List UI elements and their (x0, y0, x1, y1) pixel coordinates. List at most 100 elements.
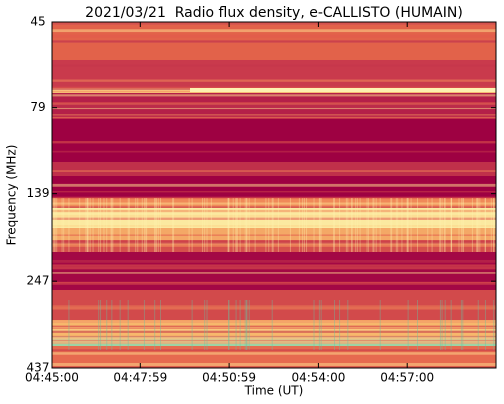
spectrogram-spike (145, 198, 147, 252)
spectrogram-stripe (52, 40, 496, 43)
spectrogram-spike (110, 198, 112, 252)
spectrogram-stripe (52, 306, 496, 310)
spectrogram-stripe (52, 234, 496, 236)
spectrogram-spike (160, 300, 162, 350)
spectrogram-spike (154, 300, 156, 350)
spectrogram-spike (476, 198, 478, 252)
spectrogram-spike (100, 198, 102, 252)
spectrogram-spike (235, 198, 237, 252)
spectrogram-spike (289, 198, 291, 252)
spectrogram-spike (431, 198, 433, 252)
spectrogram-spike (484, 300, 486, 350)
spectrogram-spike (332, 198, 334, 252)
spectrogram-spike (306, 198, 308, 252)
spectrogram-spike (493, 198, 495, 252)
spectrogram-band (52, 176, 496, 198)
spectrogram-stripe (52, 320, 496, 324)
x-tick-label: 04:54:00 (291, 371, 345, 385)
spectrogram-spike (313, 300, 315, 350)
spectrogram-spike (92, 198, 94, 252)
spectrogram-spike (318, 300, 320, 350)
spectrogram-spike (407, 198, 409, 252)
spectrogram-spike (61, 198, 63, 252)
spectrogram-spike (479, 198, 481, 252)
spectrogram-spike (493, 198, 495, 252)
spectrogram-spike (204, 300, 206, 350)
spectrogram-spike (87, 198, 89, 252)
spectrogram-spike (444, 198, 446, 252)
spectrogram-spike (441, 198, 443, 252)
spectrogram-spike (407, 198, 409, 252)
spectrogram-spike (79, 198, 81, 252)
spectrogram-spike (119, 198, 121, 252)
spectrogram-stripe (52, 305, 496, 307)
spectrogram-spike (127, 198, 129, 252)
spectrogram-stripe (52, 282, 496, 285)
spectrogram-spike (356, 198, 358, 252)
spectrogram-spike (407, 300, 409, 350)
spectrogram-stripe (52, 264, 496, 267)
spectrogram-spike (157, 198, 159, 252)
spectrogram-spike (318, 198, 320, 252)
spectrogram-spike (268, 198, 270, 252)
spectrogram-spike (106, 198, 108, 252)
spectrogram-spike (248, 300, 250, 350)
spectrogram-spike (111, 300, 113, 350)
spectrogram-stripe (52, 86, 496, 89)
spectrogram-spike (379, 300, 381, 350)
y-tick-label: 247 (27, 274, 50, 288)
spectrogram-stripe (52, 325, 496, 327)
spectrogram-stripe (52, 340, 496, 344)
spectrogram-stripe (52, 107, 496, 110)
spectrogram-spike (206, 300, 208, 350)
spectrogram-stripe (52, 94, 496, 97)
spectrogram-spike (68, 198, 70, 252)
spectrogram-spike (320, 198, 322, 252)
spectrogram-spike (493, 300, 495, 350)
spectrogram-spike (228, 300, 230, 350)
spectrogram-spike (143, 198, 145, 252)
spectrogram-spike (450, 300, 452, 350)
spectrogram-spike (141, 198, 143, 252)
spectrogram-stripe (52, 206, 496, 208)
spectrogram-spike (379, 198, 381, 252)
spectrogram-spike (334, 300, 336, 350)
spectrogram-spike (484, 198, 486, 252)
spectrogram-spike (375, 198, 377, 252)
spectrogram-spike (254, 198, 256, 252)
spectrogram-spike (98, 300, 100, 350)
x-tick-label: 04:50:59 (202, 371, 256, 385)
spectrogram-spike (319, 198, 321, 252)
spectrogram-spike (191, 300, 193, 350)
spectrogram-spike (401, 198, 403, 252)
spectrogram-spike (63, 198, 65, 252)
spectrogram-spike (235, 300, 237, 350)
spectrogram-spike (160, 198, 162, 252)
spectrogram-spike (439, 300, 441, 350)
plot-frame (51, 21, 497, 369)
spectrogram-spike (143, 300, 145, 350)
spectrogram (52, 22, 496, 369)
spectrogram-spike (460, 198, 462, 252)
spectrogram-spike (410, 198, 412, 252)
spectrogram-spike (345, 198, 347, 252)
spectrogram-stripe (52, 29, 496, 33)
spectrogram-spike (248, 198, 250, 252)
spectrogram-spike (366, 198, 368, 252)
spectrogram-spike (68, 300, 70, 350)
spectrogram-stripe (52, 103, 496, 106)
spectrogram-band (52, 162, 496, 176)
spectrogram-spike (359, 198, 361, 252)
spectrogram-spike (427, 198, 429, 252)
spectrogram-spike (451, 198, 453, 252)
spectrogram-spike (154, 198, 156, 252)
spectrogram-spike (490, 198, 492, 252)
chart-title: 2021/03/21 Radio flux density, e-CALLIST… (85, 5, 463, 21)
spectrogram-line (190, 88, 496, 92)
spectrogram-spike (397, 198, 399, 252)
spectrogram-spike (245, 198, 247, 252)
spectrogram-band (52, 228, 496, 240)
spectrogram-spike (127, 300, 129, 350)
spectrogram-spike (202, 198, 204, 252)
